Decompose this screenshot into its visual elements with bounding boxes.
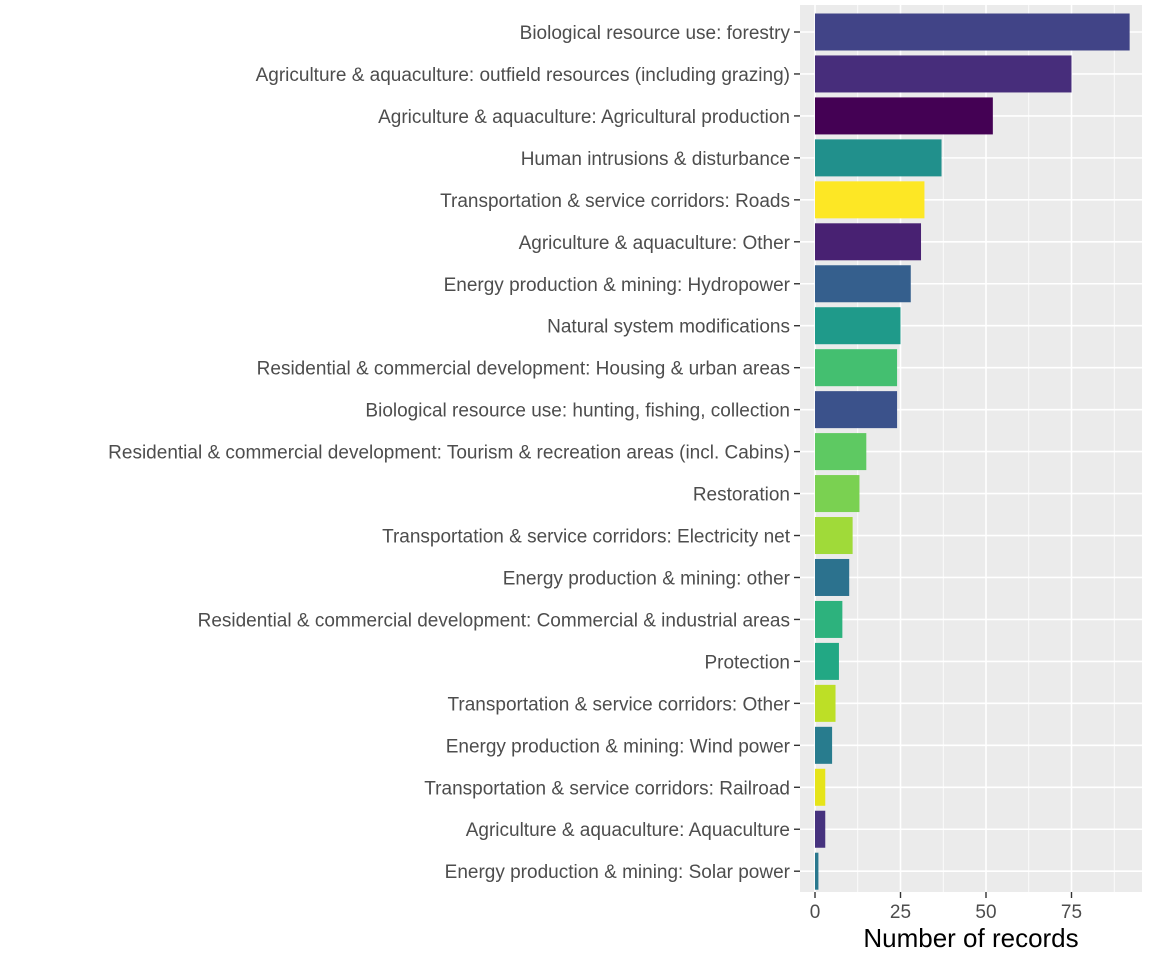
bar	[815, 139, 942, 177]
bar	[815, 684, 836, 722]
category-label: Restoration	[693, 485, 790, 506]
bar	[815, 642, 839, 680]
category-label: Transportation & service corridors: Road…	[440, 191, 790, 212]
category-label: Residential & commercial development: To…	[108, 443, 790, 464]
bar	[815, 558, 850, 596]
category-axis: Biological resource use: forestry Agricul…	[108, 23, 800, 883]
category-label: Agriculture & aquaculture: Other	[519, 233, 791, 254]
x-axis-title: Number of records	[863, 923, 1078, 953]
category-label: Transportation & service corridors: Othe…	[448, 694, 791, 715]
category-label: Agriculture & aquaculture: Aquaculture	[466, 820, 790, 841]
category-label: Agriculture & aquaculture: Agricultural …	[378, 107, 790, 128]
bar	[815, 600, 843, 638]
category-label: Energy production & mining: Wind power	[446, 736, 791, 757]
category-label: Biological resource use: hunting, fishin…	[365, 401, 790, 422]
category-label: Human intrusions & disturbance	[521, 149, 790, 170]
x-axis: 0 25 50 75	[810, 892, 1082, 923]
x-tick-label: 0	[810, 902, 821, 923]
category-label: Energy production & mining: Solar power	[445, 862, 791, 883]
bar	[815, 433, 867, 471]
bar	[815, 852, 819, 890]
category-label: Energy production & mining: Hydropower	[444, 275, 791, 296]
bar	[815, 475, 860, 513]
bar	[815, 223, 922, 261]
bar	[815, 97, 993, 135]
bar	[815, 768, 826, 806]
x-tick-label: 75	[1061, 902, 1082, 923]
bar	[815, 726, 833, 764]
bar	[815, 349, 898, 387]
bar	[815, 55, 1072, 93]
x-tick-label: 50	[975, 902, 996, 923]
category-label: Biological resource use: forestry	[520, 23, 791, 44]
bars	[815, 13, 1130, 890]
bar	[815, 810, 826, 848]
category-label: Residential & commercial development: Ho…	[257, 359, 790, 380]
category-label: Transportation & service corridors: Rail…	[424, 778, 790, 799]
bar	[815, 391, 898, 429]
category-label: Transportation & service corridors: Elec…	[382, 527, 791, 548]
bar	[815, 13, 1130, 51]
category-label: Protection	[704, 652, 790, 673]
category-label: Natural system modifications	[547, 317, 790, 338]
x-tick-label: 25	[890, 902, 911, 923]
category-label: Residential & commercial development: Co…	[198, 610, 790, 631]
bar	[815, 307, 901, 345]
bar	[815, 181, 925, 219]
category-label: Energy production & mining: other	[503, 568, 791, 589]
bar	[815, 517, 853, 555]
category-label: Agriculture & aquaculture: outfield reso…	[256, 65, 790, 86]
bar	[815, 265, 911, 303]
